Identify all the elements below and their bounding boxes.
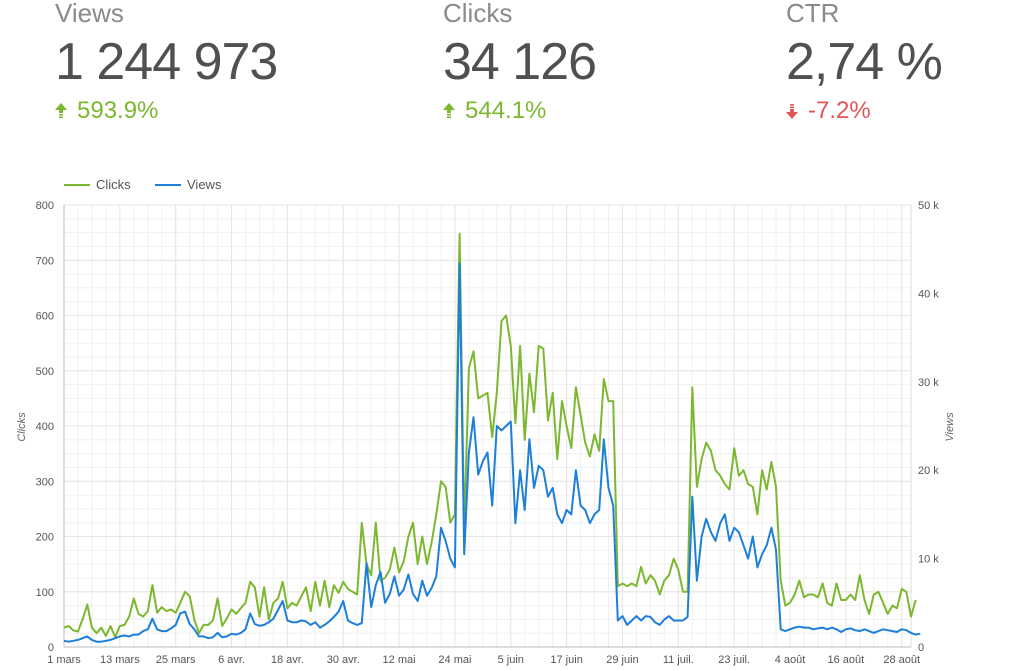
y-left-tick-label: 200 [36, 532, 54, 544]
chart-series [63, 232, 921, 643]
series-line-clicks [63, 232, 917, 639]
y-left-tick-label: 500 [36, 366, 54, 378]
kpi-clicks-label: Clicks [443, 0, 513, 28]
y-axis-left: 0 100 200 300 400 500 600 700 800 [36, 200, 54, 654]
x-tick-label: 11 juil. [663, 654, 694, 666]
x-tick-label: 1 mars [47, 654, 81, 666]
legend-label-clicks: Clicks [96, 177, 131, 192]
kpi-views-label: Views [55, 0, 124, 28]
y-right-tick-label: 40 k [918, 288, 939, 300]
y-left-tick-label: 0 [48, 642, 54, 654]
kpi-clicks-change: 544.1% [443, 98, 596, 124]
kpi-views-change-value: 593.9% [77, 97, 159, 124]
series-line-views [63, 262, 921, 643]
x-tick-label: 6 avr. [218, 654, 245, 666]
y-right-tick-label: 50 k [918, 200, 939, 212]
y-right-tick-label: 30 k [918, 377, 939, 389]
y-axis-left-title: Clicks [16, 412, 28, 442]
kpi-views: Views 1 244 973 593.9% [55, 0, 278, 124]
kpi-ctr-value: 2,74 % [786, 33, 943, 91]
kpi-clicks: Clicks 34 126 544.1% [443, 0, 597, 124]
y-left-tick-label: 800 [36, 200, 54, 212]
x-tick-label: 29 juin [606, 654, 638, 666]
y-axis-right: 0 10 k 20 k 30 k 40 k 50 k [918, 200, 939, 654]
legend-label-views: Views [187, 177, 222, 192]
kpi-ctr-label: CTR [786, 0, 840, 28]
x-tick-label: 16 août [827, 654, 864, 666]
y-left-tick-label: 700 [36, 255, 54, 267]
kpi-clicks-change-value: 544.1% [465, 97, 547, 124]
x-tick-label: 18 avr. [271, 654, 304, 666]
kpi-ctr-change: -7.2% [786, 98, 942, 124]
kpi-ctr-change-value: -7.2% [808, 97, 871, 124]
y-right-tick-label: 10 k [918, 554, 939, 566]
kpi-views-value: 1 244 973 [55, 33, 278, 91]
chart-grid [63, 204, 912, 648]
x-tick-label: 30 avr. [327, 654, 360, 666]
y-right-tick-label: 0 [918, 642, 924, 654]
y-left-tick-label: 300 [36, 476, 54, 488]
kpi-ctr: CTR 2,74 % -7.2% [786, 0, 943, 124]
x-axis: 1 mars 13 mars 25 mars 6 avr. 18 avr. 30 avr.… [47, 654, 920, 666]
chart-legend: Clicks Views [64, 177, 222, 192]
arrow-down-icon [786, 104, 798, 119]
line-chart: Clicks Views 0 100 200 300 400 500 600 700 800 0… [16, 177, 956, 666]
x-tick-label: 13 mars [100, 654, 140, 666]
arrow-up-icon [443, 103, 455, 118]
arrow-up-icon [55, 103, 67, 118]
x-tick-label: 24 mai [438, 654, 471, 666]
y-axis-right-title: Views [944, 412, 956, 442]
x-tick-label: 12 mai [383, 654, 416, 666]
x-tick-label: 25 mars [156, 654, 196, 666]
x-tick-label: 23 juil. [718, 654, 750, 666]
kpi-clicks-value: 34 126 [443, 33, 597, 91]
x-tick-label: 5 juin [498, 654, 524, 666]
kpi-views-change: 593.9% [55, 98, 277, 124]
x-tick-label: 28 août [883, 654, 920, 666]
y-left-tick-label: 600 [36, 311, 54, 323]
x-tick-label: 4 août [775, 654, 806, 666]
x-tick-label: 17 juin [550, 654, 582, 666]
y-right-tick-label: 20 k [918, 465, 939, 477]
y-left-tick-label: 100 [36, 587, 54, 599]
y-left-tick-label: 400 [36, 421, 54, 433]
